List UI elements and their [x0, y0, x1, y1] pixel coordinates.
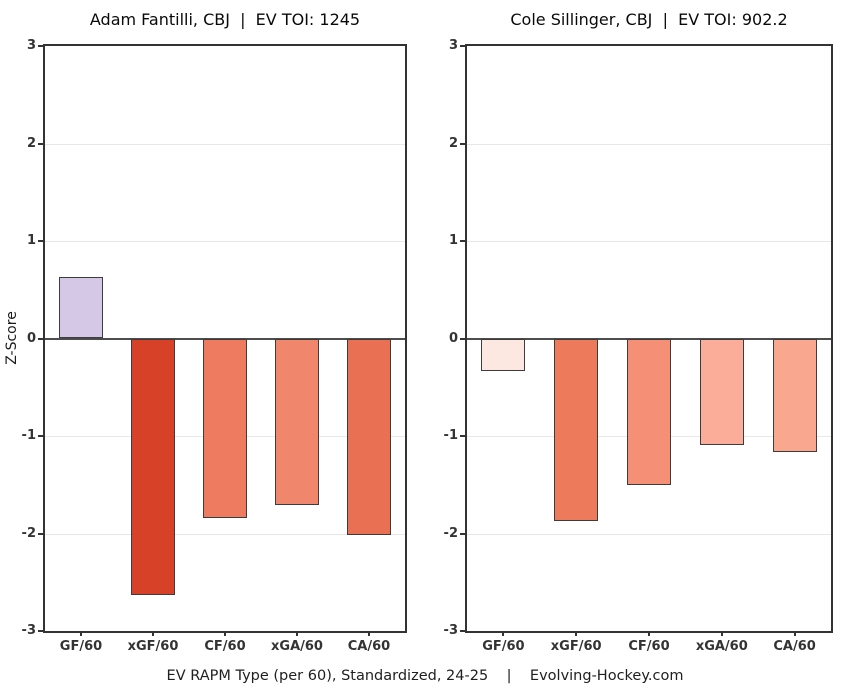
gridline-y-2 [45, 533, 405, 535]
y-tick-label-1: 1 [448, 233, 458, 248]
y-tick-mark [460, 630, 465, 632]
bar-gf60 [481, 338, 526, 371]
y-tick-label-2: 2 [448, 135, 458, 151]
chart-panel-cole-sillinger: Cole Sillinger, CBJ | EV TOI: 902.2 3 2 1 0… [422, 0, 850, 665]
figure-caption: EV RAPM Type (per 60), Standardized, 24-… [166, 668, 684, 684]
x-tick-mark [720, 631, 723, 636]
x-tick-label-xga60: xGA/60 [271, 639, 323, 654]
plot-area [43, 44, 407, 633]
y-tick-label--1: -1 [21, 428, 36, 443]
bar-xga60 [275, 338, 319, 506]
y-tick-mark [38, 240, 43, 242]
y-tick-mark [460, 45, 465, 47]
y-tick-label--2: -2 [21, 525, 36, 541]
bar-ca60 [772, 338, 817, 452]
bar-ca60 [347, 338, 391, 536]
x-tick-label-ca60: CA/60 [347, 639, 391, 654]
y-tick-label-3: 3 [448, 38, 458, 53]
chart-panel-adam-fantilli: Adam Fantilli, CBJ | EV TOI: 1245 Z-Scor… [0, 0, 425, 665]
y-tick-mark [38, 142, 43, 145]
x-tick-label-xgf60: xGF/60 [127, 639, 179, 654]
x-tick-mark [296, 631, 298, 636]
bar-gf60 [59, 277, 103, 339]
gridline-y1 [467, 241, 831, 242]
x-tick-mark [80, 631, 82, 636]
y-tick-mark [460, 142, 465, 145]
x-tick-label-gf60: GF/60 [482, 639, 525, 654]
bar-xgf60 [554, 338, 599, 521]
bar-cf60 [203, 338, 247, 518]
y-tick-label-0: 0 [448, 330, 458, 346]
x-tick-label-cf60: CF/60 [628, 639, 670, 654]
y-tick-label-2: 2 [26, 135, 36, 151]
y-tick-label--3: -3 [443, 623, 458, 638]
y-tick-mark [460, 240, 465, 242]
x-tick-label-xga60: xGA/60 [695, 639, 748, 654]
gridline-y2 [467, 143, 831, 145]
x-tick-label-ca60: CA/60 [773, 639, 816, 654]
y-tick-mark [38, 532, 43, 535]
x-tick-mark [575, 631, 578, 636]
x-tick-mark [368, 631, 370, 636]
gridline-y-2 [467, 533, 831, 535]
y-tick-label-3: 3 [26, 38, 36, 53]
chart-title: Adam Fantilli, CBJ | EV TOI: 1245 [89, 10, 361, 29]
y-tick-mark [460, 532, 465, 535]
y-tick-mark [38, 45, 43, 47]
x-tick-mark [152, 631, 154, 636]
x-tick-label-cf60: CF/60 [204, 639, 246, 654]
y-tick-label--2: -2 [443, 525, 458, 541]
chart-title: Cole Sillinger, CBJ | EV TOI: 902.2 [510, 10, 788, 29]
y-tick-mark [460, 435, 465, 437]
bar-xgf60 [131, 338, 175, 595]
x-tick-label-xgf60: xGF/60 [550, 639, 602, 654]
y-tick-label-0: 0 [26, 330, 36, 346]
gridline-y1 [45, 241, 405, 242]
gridline-y2 [45, 143, 405, 145]
bar-cf60 [627, 338, 671, 485]
y-tick-label-1: 1 [26, 233, 36, 248]
y-tick-mark [38, 435, 43, 437]
y-tick-mark [460, 337, 465, 340]
bar-xga60 [699, 338, 744, 445]
y-tick-label--1: -1 [443, 428, 458, 443]
plot-area [465, 44, 833, 633]
x-tick-label-gf60: GF/60 [59, 639, 103, 654]
y-tick-mark [38, 630, 43, 632]
y-tick-mark [38, 337, 43, 340]
x-tick-mark [793, 631, 796, 636]
y-tick-label--3: -3 [21, 623, 36, 638]
x-tick-mark [502, 631, 505, 636]
x-tick-mark [224, 631, 226, 636]
x-tick-mark [648, 631, 650, 636]
